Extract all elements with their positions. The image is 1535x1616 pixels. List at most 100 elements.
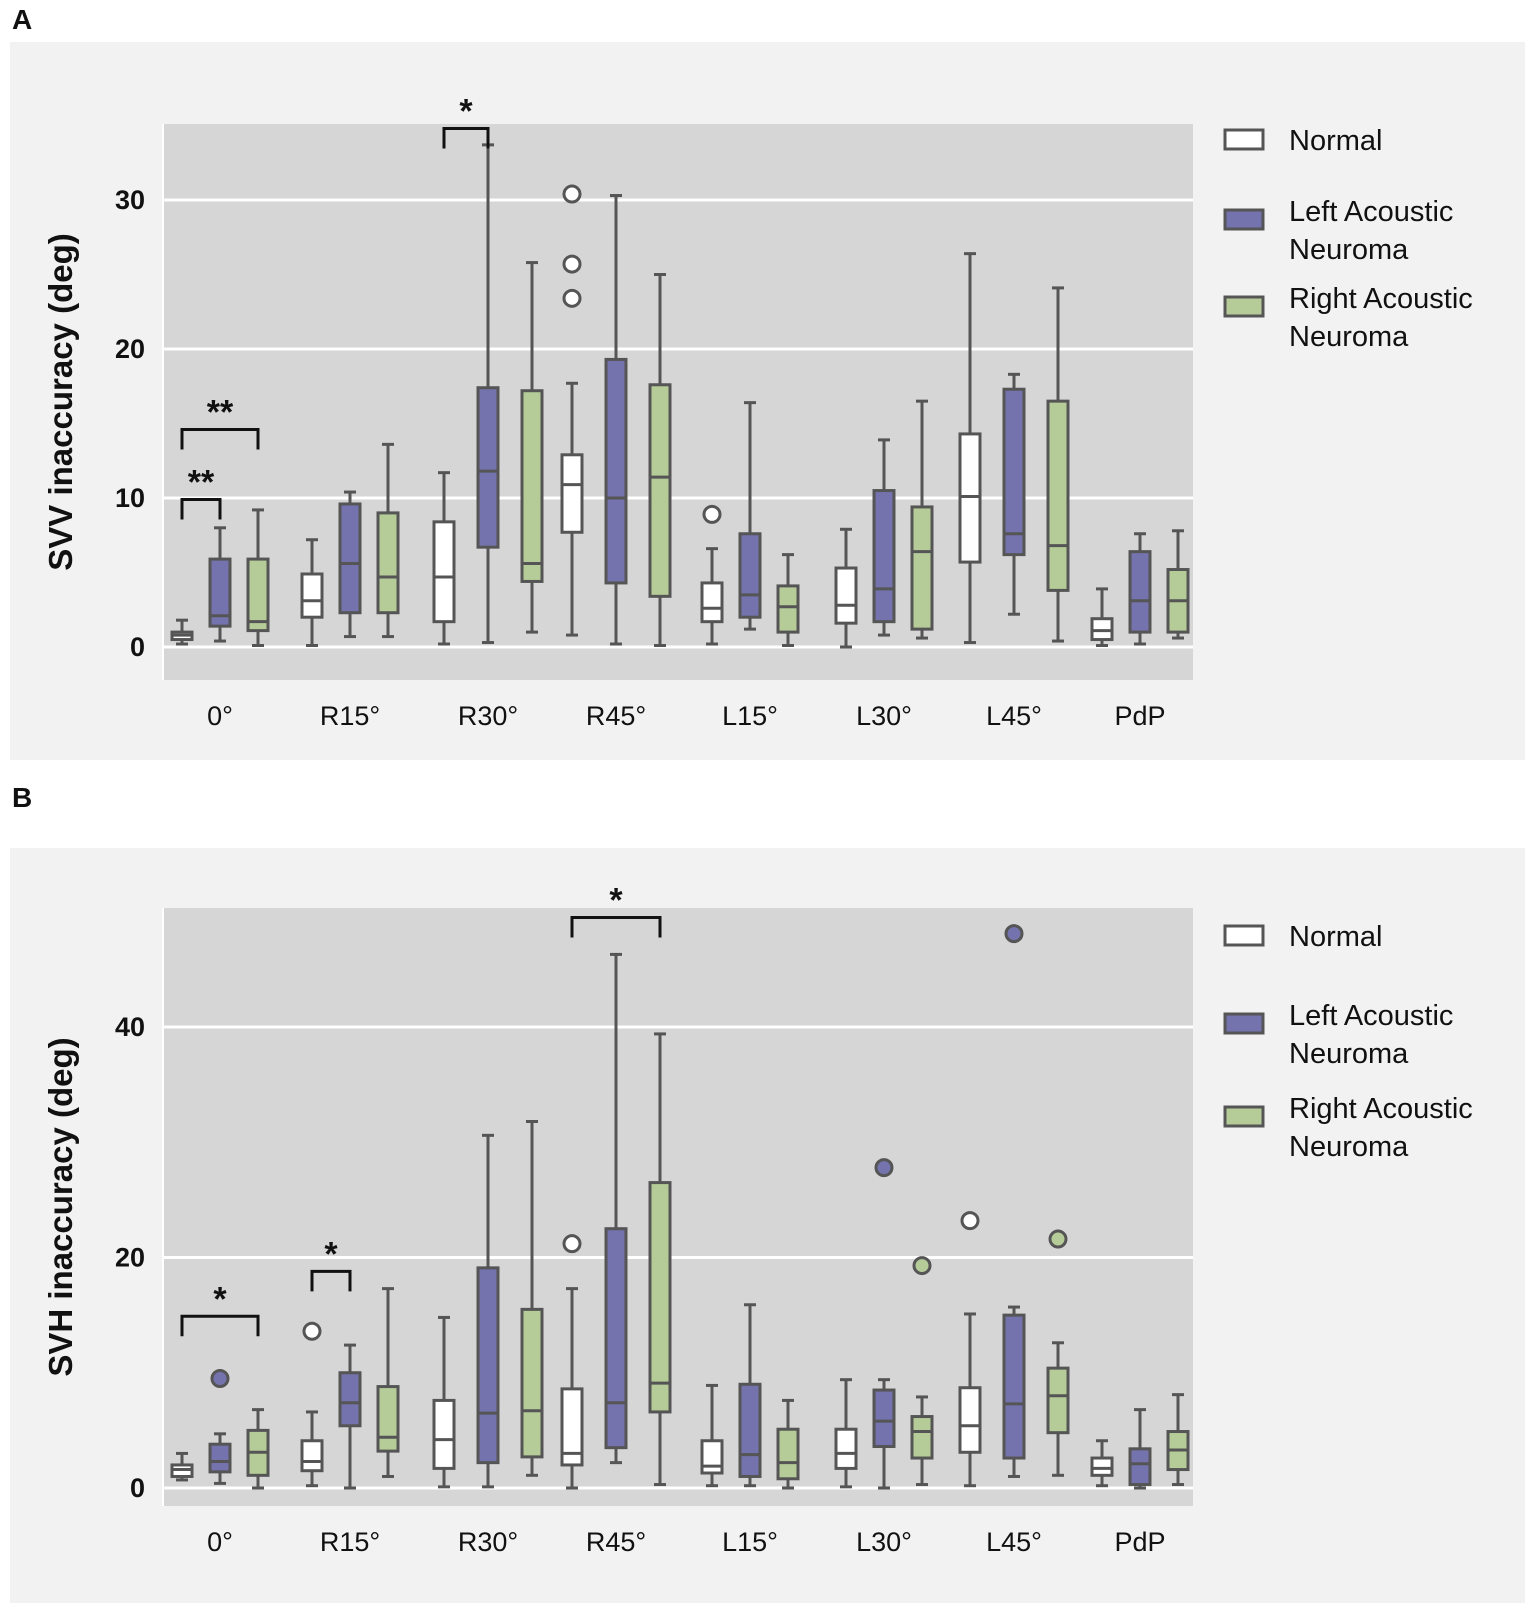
legend-label: Right Acoustic Neuroma bbox=[1289, 283, 1473, 353]
box bbox=[476, 386, 500, 549]
box bbox=[1128, 550, 1152, 634]
outlier-point bbox=[562, 254, 582, 274]
y-axis-label: SVH inaccuracy (deg) bbox=[42, 1037, 79, 1376]
box bbox=[834, 566, 858, 625]
x-tick-label: L15° bbox=[722, 701, 778, 731]
x-tick-label: L30° bbox=[856, 1527, 912, 1557]
box bbox=[300, 1439, 324, 1473]
legend-label: Normal bbox=[1289, 125, 1382, 157]
box bbox=[910, 505, 934, 631]
outlier-point bbox=[874, 1158, 894, 1178]
box bbox=[834, 1427, 858, 1470]
box bbox=[432, 1398, 456, 1470]
box bbox=[476, 1266, 500, 1465]
box bbox=[1002, 1313, 1026, 1460]
panel-a-label: A bbox=[12, 4, 33, 35]
legend-swatch bbox=[1223, 295, 1265, 318]
box bbox=[560, 453, 584, 534]
box bbox=[1046, 1366, 1070, 1435]
box bbox=[338, 1371, 362, 1428]
box bbox=[910, 1415, 934, 1460]
box bbox=[738, 1382, 762, 1478]
box bbox=[376, 1385, 400, 1453]
significance-stars: * bbox=[459, 92, 473, 130]
box bbox=[1046, 399, 1070, 592]
box bbox=[520, 1307, 544, 1459]
outlier-point bbox=[562, 184, 582, 204]
outlier-point bbox=[210, 1369, 230, 1389]
box bbox=[1090, 1456, 1114, 1477]
y-tick-label: 0 bbox=[130, 1473, 145, 1503]
legend-swatch bbox=[1223, 1012, 1265, 1035]
legend-label: Normal bbox=[1289, 921, 1382, 953]
chart-b: 0 20 40 SVH inaccuracy (deg) 0° R15° R30° R45° L… bbox=[10, 848, 1525, 1603]
legend-label-line: Left Acoustic bbox=[1289, 196, 1453, 228]
x-tick-label: R30° bbox=[458, 701, 518, 731]
x-tick-label: L45° bbox=[986, 1527, 1042, 1557]
panel-b-label: B bbox=[12, 782, 33, 813]
y-tick-label: 0 bbox=[130, 632, 145, 662]
legend-label-line: Right Acoustic bbox=[1289, 283, 1473, 315]
box bbox=[300, 572, 324, 619]
significance-stars: * bbox=[609, 882, 623, 920]
legend-label-line: Neuroma bbox=[1289, 1038, 1409, 1070]
legend-label-line: Neuroma bbox=[1289, 1131, 1409, 1163]
box bbox=[872, 1388, 896, 1449]
x-tick-label: L15° bbox=[722, 1527, 778, 1557]
x-tick-label: L45° bbox=[986, 701, 1042, 731]
legend-swatch bbox=[1223, 208, 1265, 231]
y-tick-label: 20 bbox=[115, 334, 145, 364]
x-tick-label: PdP bbox=[1114, 701, 1165, 731]
legend-label-line: Normal bbox=[1289, 921, 1382, 953]
box bbox=[208, 1442, 232, 1474]
outlier-point bbox=[562, 1234, 582, 1254]
box bbox=[1128, 1447, 1152, 1487]
x-tick-label: 0° bbox=[207, 1527, 233, 1557]
box bbox=[432, 520, 456, 624]
box bbox=[776, 584, 800, 634]
outlier-point bbox=[960, 1211, 980, 1231]
significance-stars: ** bbox=[188, 463, 215, 501]
legend-label: Left Acoustic Neuroma bbox=[1289, 196, 1453, 266]
outlier-point bbox=[562, 288, 582, 308]
legend-label: Right Acoustic Neuroma bbox=[1289, 1093, 1473, 1163]
y-tick-label: 30 bbox=[115, 185, 145, 215]
significance-bracket bbox=[442, 126, 490, 149]
significance-stars: * bbox=[324, 1235, 338, 1273]
x-tick-label: R45° bbox=[586, 1527, 646, 1557]
y-tick-label: 10 bbox=[115, 483, 145, 513]
box bbox=[700, 581, 724, 624]
legend-label-line: Normal bbox=[1289, 125, 1382, 157]
box bbox=[246, 557, 270, 633]
box bbox=[376, 511, 400, 615]
significance-bracket bbox=[570, 916, 662, 938]
significance-bracket bbox=[180, 427, 260, 450]
x-tick-label: R45° bbox=[586, 701, 646, 731]
chart-a: 0 10 20 30 SVV inaccuracy (deg) 0° R15° R30° R45… bbox=[10, 42, 1525, 760]
outlier-point bbox=[1048, 1229, 1068, 1249]
box bbox=[604, 357, 628, 585]
box bbox=[648, 383, 672, 598]
box bbox=[520, 389, 544, 583]
x-tick-label: PdP bbox=[1114, 1527, 1165, 1557]
x-tick-label: R15° bbox=[320, 701, 380, 731]
box bbox=[1002, 387, 1026, 557]
x-tick-label: R30° bbox=[458, 1527, 518, 1557]
y-axis-label: SVV inaccuracy (deg) bbox=[42, 233, 79, 570]
box bbox=[738, 532, 762, 619]
legend-swatch bbox=[1223, 1105, 1265, 1128]
legend-label-line: Right Acoustic bbox=[1289, 1093, 1473, 1125]
x-tick-label: 0° bbox=[207, 701, 233, 731]
outlier-point bbox=[702, 504, 722, 524]
outlier-point bbox=[302, 1321, 322, 1341]
y-tick-label: 20 bbox=[115, 1243, 145, 1273]
box bbox=[958, 1386, 982, 1454]
significance-stars: ** bbox=[207, 393, 234, 431]
box bbox=[560, 1387, 584, 1467]
x-tick-label: L30° bbox=[856, 701, 912, 731]
box bbox=[700, 1439, 724, 1475]
legend-label: Left Acoustic Neuroma bbox=[1289, 1000, 1453, 1070]
legend-swatch bbox=[1223, 924, 1265, 947]
significance-stars: * bbox=[213, 1280, 227, 1318]
significance-bracket bbox=[180, 497, 222, 520]
